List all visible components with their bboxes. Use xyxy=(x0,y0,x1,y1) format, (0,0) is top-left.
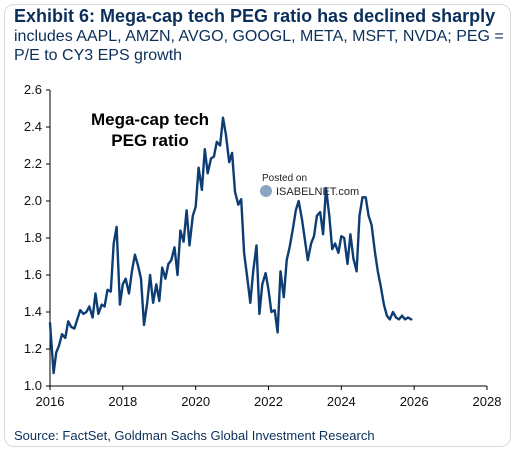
chart-annotation-line-1: Mega-cap tech xyxy=(91,110,209,129)
y-tick-label: 1.0 xyxy=(24,378,42,393)
y-tick-label: 2.4 xyxy=(24,119,42,134)
page-title: Exhibit 6: Mega-cap tech PEG ratio has d… xyxy=(14,6,496,26)
watermark-logo-icon xyxy=(260,185,272,197)
source-note: Source: FactSet, Goldman Sachs Global In… xyxy=(14,428,375,443)
series-line xyxy=(48,116,413,375)
y-tick-label: 2.0 xyxy=(24,193,42,208)
series-group xyxy=(48,116,413,375)
x-tick-label: 2022 xyxy=(254,394,283,409)
y-tick-label: 1.8 xyxy=(24,230,42,245)
y-tick-label: 2.6 xyxy=(24,82,42,97)
watermark: Posted on ISABELNET.com xyxy=(260,173,359,198)
chart-card xyxy=(4,4,511,447)
y-tick-label: 1.6 xyxy=(24,267,42,282)
y-tick-label: 1.4 xyxy=(24,304,42,319)
x-tick-label: 2020 xyxy=(181,394,210,409)
chart-subtitle: includes AAPL, AMZN, AVGO, GOOGL, META, … xyxy=(14,28,504,64)
x-tick-label: 2028 xyxy=(473,394,502,409)
y-tick-label: 1.2 xyxy=(24,341,42,356)
x-tick-label: 2024 xyxy=(327,394,356,409)
tick-labels: 1.0 1.2 1.4 1.6 1.8 2.0 2.2 2.4 2.6 2016 2018 2020 2… xyxy=(24,82,502,409)
watermark-line-1: Posted on xyxy=(262,173,307,184)
x-tick-label: 2018 xyxy=(108,394,137,409)
chart-annotation-line-2: PEG ratio xyxy=(111,131,188,150)
x-tick-label: 2016 xyxy=(36,394,65,409)
watermark-line-2: ISABELNET.com xyxy=(276,186,359,198)
x-tick-label: 2026 xyxy=(400,394,429,409)
y-tick-label: 2.2 xyxy=(24,156,42,171)
